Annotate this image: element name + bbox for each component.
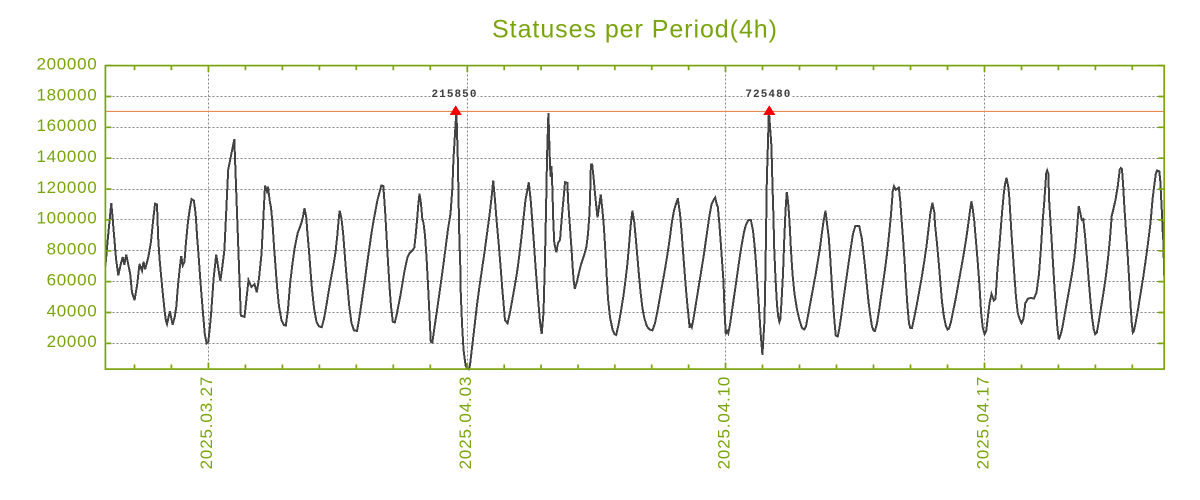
svg-text:100000: 100000 — [36, 209, 97, 228]
svg-text:40000: 40000 — [47, 301, 98, 320]
svg-text:2025.04.10: 2025.04.10 — [714, 376, 733, 470]
svg-text:215850: 215850 — [431, 89, 477, 101]
svg-text:80000: 80000 — [47, 240, 98, 259]
svg-text:2025.04.03: 2025.04.03 — [456, 376, 475, 470]
svg-text:725480: 725480 — [745, 89, 791, 101]
svg-text:160000: 160000 — [36, 116, 97, 135]
svg-text:140000: 140000 — [36, 147, 97, 166]
svg-text:Statuses per Period(4h): Statuses per Period(4h) — [492, 16, 778, 44]
svg-text:180000: 180000 — [36, 85, 97, 104]
svg-text:2025.03.27: 2025.03.27 — [197, 376, 216, 470]
svg-text:2025.04.17: 2025.04.17 — [973, 376, 992, 470]
svg-text:120000: 120000 — [36, 178, 97, 197]
svg-text:60000: 60000 — [47, 270, 98, 289]
svg-text:20000: 20000 — [47, 332, 98, 351]
svg-text:200000: 200000 — [36, 54, 97, 73]
